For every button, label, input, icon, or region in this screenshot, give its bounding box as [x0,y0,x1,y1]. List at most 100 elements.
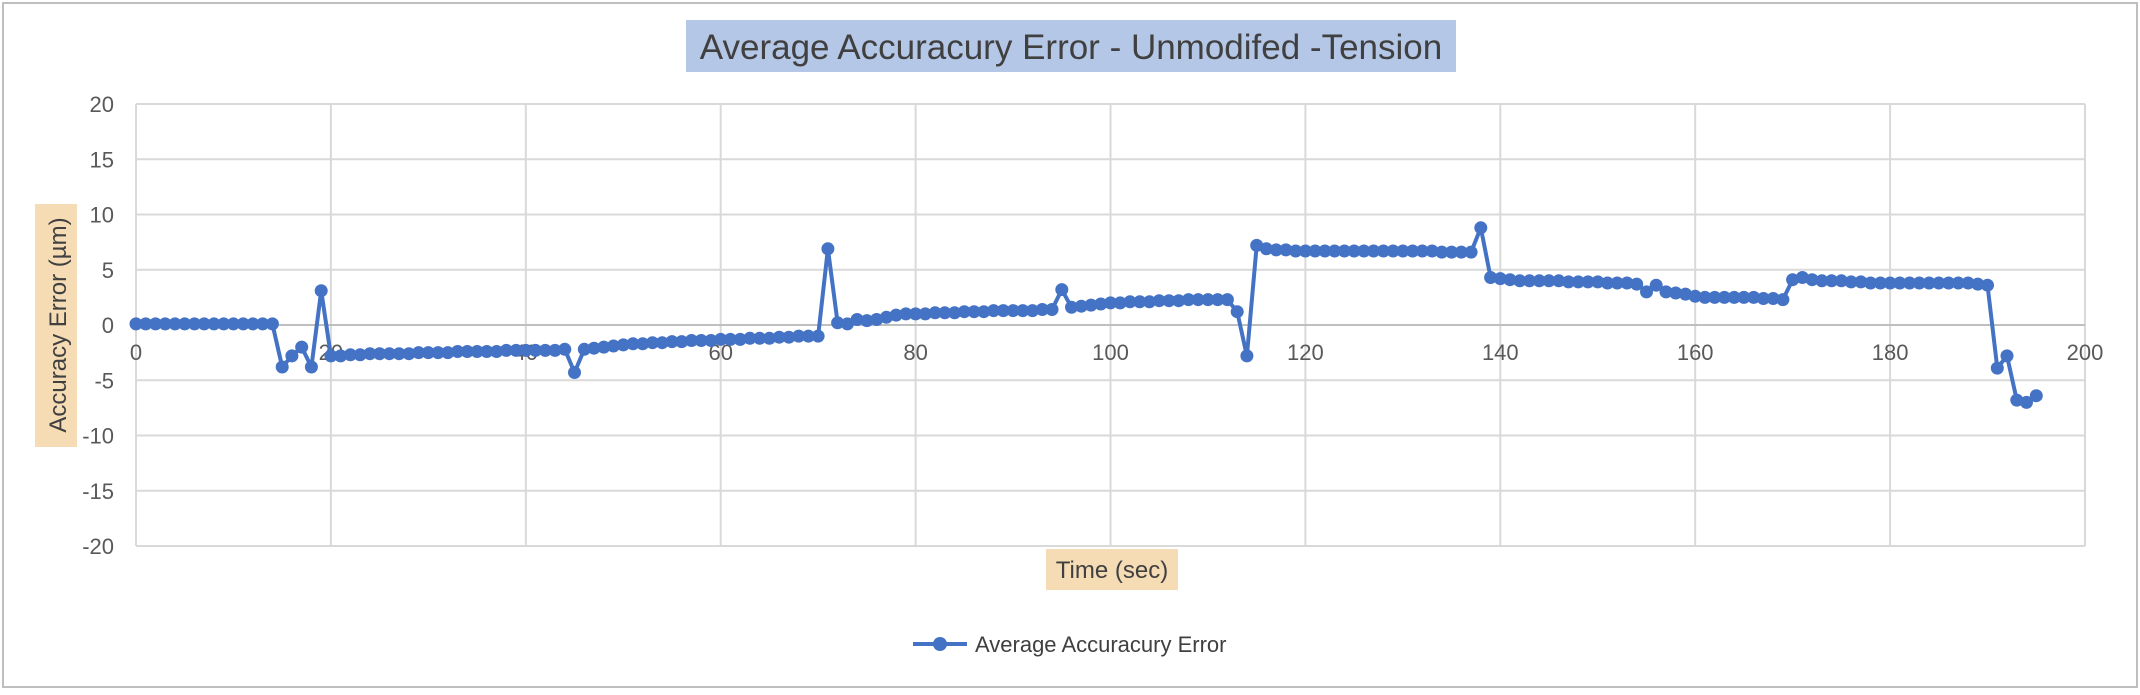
data-point [977,305,991,319]
data-point [870,313,884,326]
data-point [1523,274,1536,288]
data-point [256,317,270,331]
data-point [1649,278,1663,292]
data-point [899,307,913,321]
data-point [529,343,542,357]
data-point [168,317,182,331]
data-point [1942,276,1956,290]
x-axis-title-background [1046,549,1178,590]
data-point [519,343,533,357]
data-point [1133,295,1147,309]
data-point [2029,389,2043,403]
data-point [646,336,659,350]
data-point [509,343,523,357]
data-point [1084,298,1098,312]
data-point [1240,349,1254,363]
data-point [334,349,348,363]
data-point [1162,294,1176,308]
data-point [188,317,201,331]
data-point [363,347,377,361]
x-tick-label: 80 [903,340,927,365]
data-point [1581,275,1595,289]
data-point [1844,275,1858,289]
data-point [2010,393,2024,407]
data-point [275,360,289,374]
data-point [1932,276,1946,290]
data-point [850,313,864,326]
data-point [246,317,260,331]
data-point [421,346,435,360]
data-point [1415,244,1429,258]
data-point [1445,245,1459,259]
data-point [178,317,192,331]
data-point [1737,290,1751,304]
data-point [1454,245,1468,259]
data-point [1211,293,1225,307]
data-point [1289,244,1303,258]
data-point [1074,299,1088,313]
data-point [158,317,172,331]
data-point [1961,276,1975,290]
data-point [1591,275,1605,289]
x-tick-label: 140 [1482,340,1519,365]
data-point [957,305,971,319]
data-point [1922,276,1936,290]
data-point [1571,275,1585,289]
data-point [1815,274,1829,288]
data-point [1610,276,1624,290]
data-point [1532,274,1546,288]
data-point [265,317,279,331]
data-point [1825,274,1839,288]
data-point [139,317,153,331]
chart-title: Average Accuracury Error - Unmodifed -Te… [700,28,1442,67]
data-point [1357,244,1371,258]
data-point [1123,295,1137,309]
data-point [1562,275,1575,289]
data-point [324,349,338,363]
data-point [392,347,406,361]
x-tick-label: 120 [1287,340,1324,365]
series-layer [129,221,2043,409]
y-tick-label: 15 [90,147,114,172]
data-point [675,335,689,349]
data-point [1864,276,1878,290]
x-tick-label: 180 [1872,340,1909,365]
data-point [1834,274,1848,288]
data-point [1786,273,1800,287]
data-point [470,345,484,358]
data-point [2000,349,2014,363]
x-axis-title: Time (sec) [1056,557,1168,584]
data-point [733,332,747,346]
data-point [1298,244,1312,258]
y-tick-label: -20 [82,534,114,559]
data-point [636,337,650,351]
data-point [694,334,708,347]
data-point [811,329,825,343]
y-tick-label: 10 [90,203,114,228]
data-point [762,331,776,345]
data-point [879,310,893,324]
data-point [1279,243,1293,257]
data-point [1435,245,1449,259]
legend-point-marker [933,637,947,651]
data-point [801,329,815,343]
data-point [1669,286,1683,300]
data-point [685,334,698,347]
data-point [1172,294,1186,308]
data-point [304,360,318,374]
data-point [1328,244,1342,258]
data-point [441,346,455,360]
data-point [967,305,981,319]
data-point [538,343,552,357]
data-point [1104,296,1117,310]
data-point [821,242,835,256]
data-point [285,349,299,363]
data-point [1717,290,1731,304]
data-point [226,317,240,331]
data-point [909,307,923,321]
data-point [860,314,874,328]
data-point [1484,271,1498,284]
data-point [1474,221,1488,235]
data-point [1035,303,1049,316]
chart-title-background [686,20,1456,72]
